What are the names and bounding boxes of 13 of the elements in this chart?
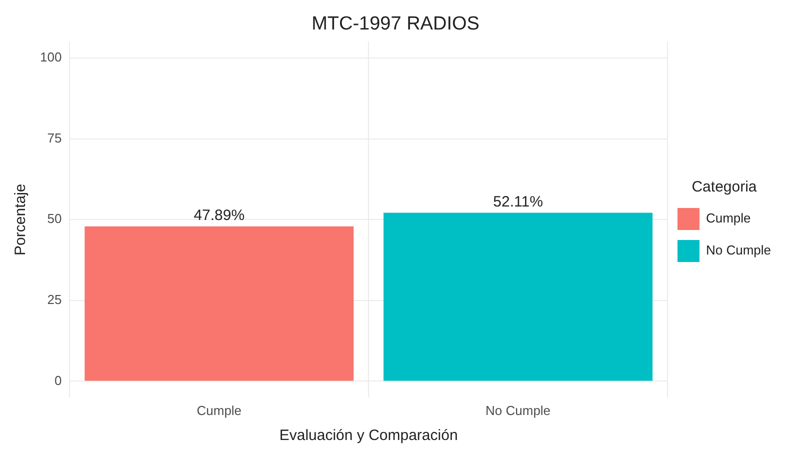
chart-title: MTC-1997 RADIOS <box>312 14 480 35</box>
data-label: 52.11% <box>493 193 543 210</box>
y-tick-label: 25 <box>47 292 62 307</box>
legend-label: No Cumple <box>706 242 772 258</box>
legend-title: Categoria <box>692 178 758 196</box>
y-tick-label: 50 <box>47 211 62 226</box>
y-tick-label: 100 <box>40 50 62 65</box>
y-tick-label: 75 <box>47 130 62 146</box>
legend-label: Cumple <box>706 210 751 226</box>
x-axis-title: Evaluación y Comparación <box>279 427 458 444</box>
data-label: 47.89% <box>194 207 245 224</box>
y-tick-label: 0 <box>54 372 62 388</box>
y-axis-title: Porcentaje <box>12 184 30 256</box>
